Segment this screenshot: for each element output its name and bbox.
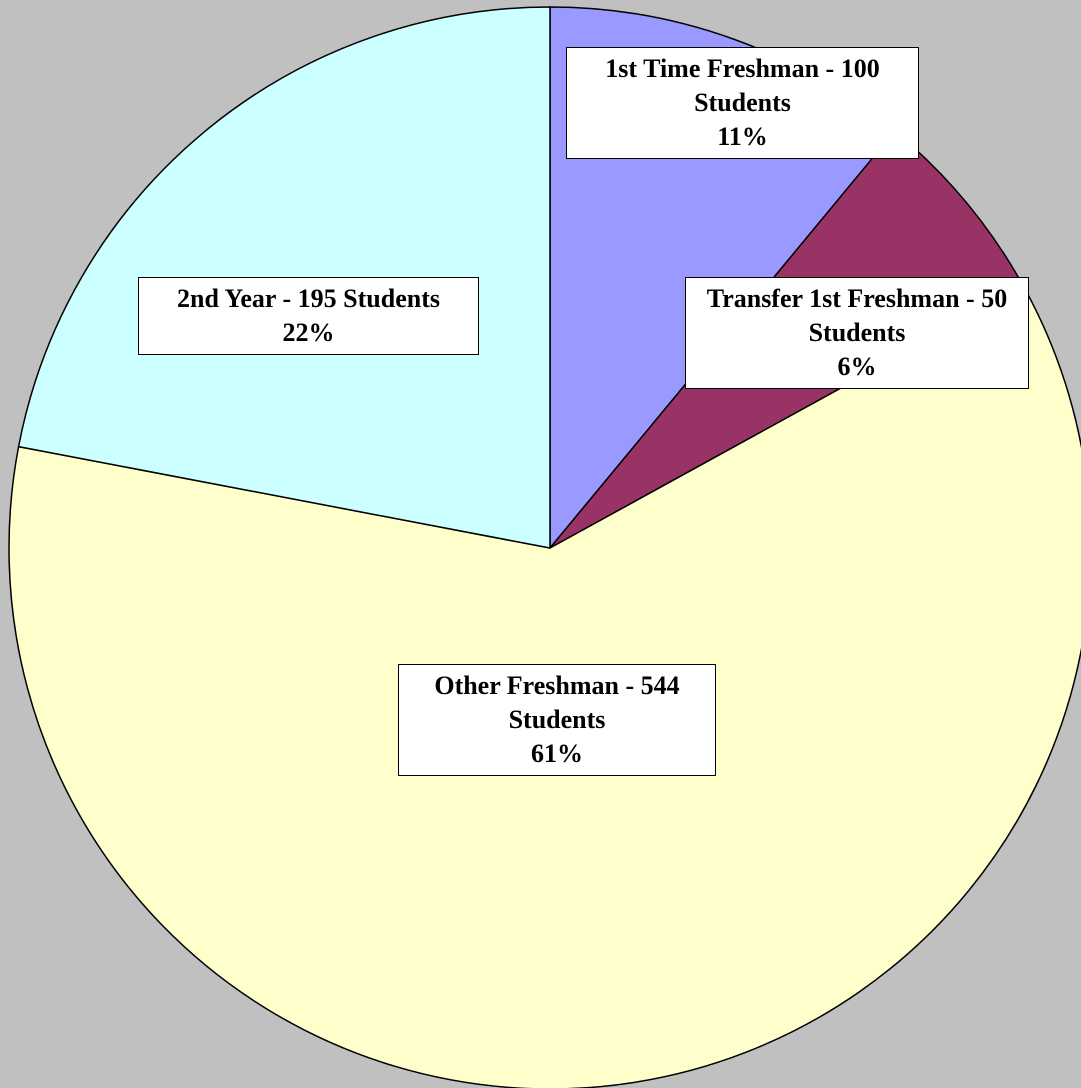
slice-name: Other Freshman - 544 Students [434,671,680,734]
slice-name: Transfer 1st Freshman - 50 Students [706,284,1008,347]
slice-percent: 11% [717,122,768,151]
data-label: 2nd Year - 195 Students 22% [138,277,479,355]
slice-name: 1st Time Freshman - 100 Students [605,54,880,117]
data-label: 1st Time Freshman - 100 Students 11% [566,47,919,159]
slice-percent: 61% [531,739,583,768]
slice-percent: 6% [837,352,877,381]
slice-percent: 22% [282,318,335,347]
data-label: Other Freshman - 544 Students 61% [398,664,716,776]
data-label: Transfer 1st Freshman - 50 Students 6% [685,277,1029,389]
slice-name: 2nd Year - 195 Students [177,284,440,313]
